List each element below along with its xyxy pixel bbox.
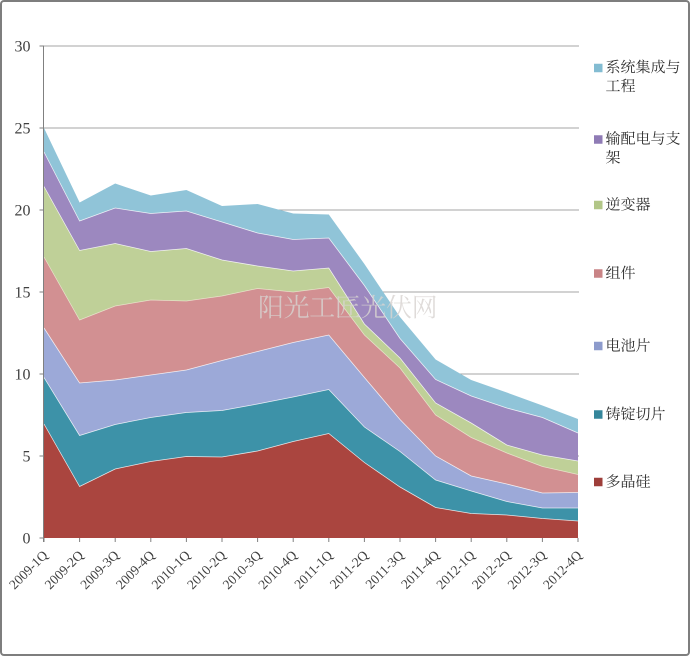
svg-text:25: 25 <box>15 121 31 138</box>
svg-text:5: 5 <box>23 449 31 466</box>
svg-text:30: 30 <box>15 39 31 56</box>
svg-text:0: 0 <box>23 531 31 548</box>
svg-text:15: 15 <box>15 285 31 302</box>
svg-text:10: 10 <box>15 367 31 384</box>
svg-text:20: 20 <box>15 203 31 220</box>
